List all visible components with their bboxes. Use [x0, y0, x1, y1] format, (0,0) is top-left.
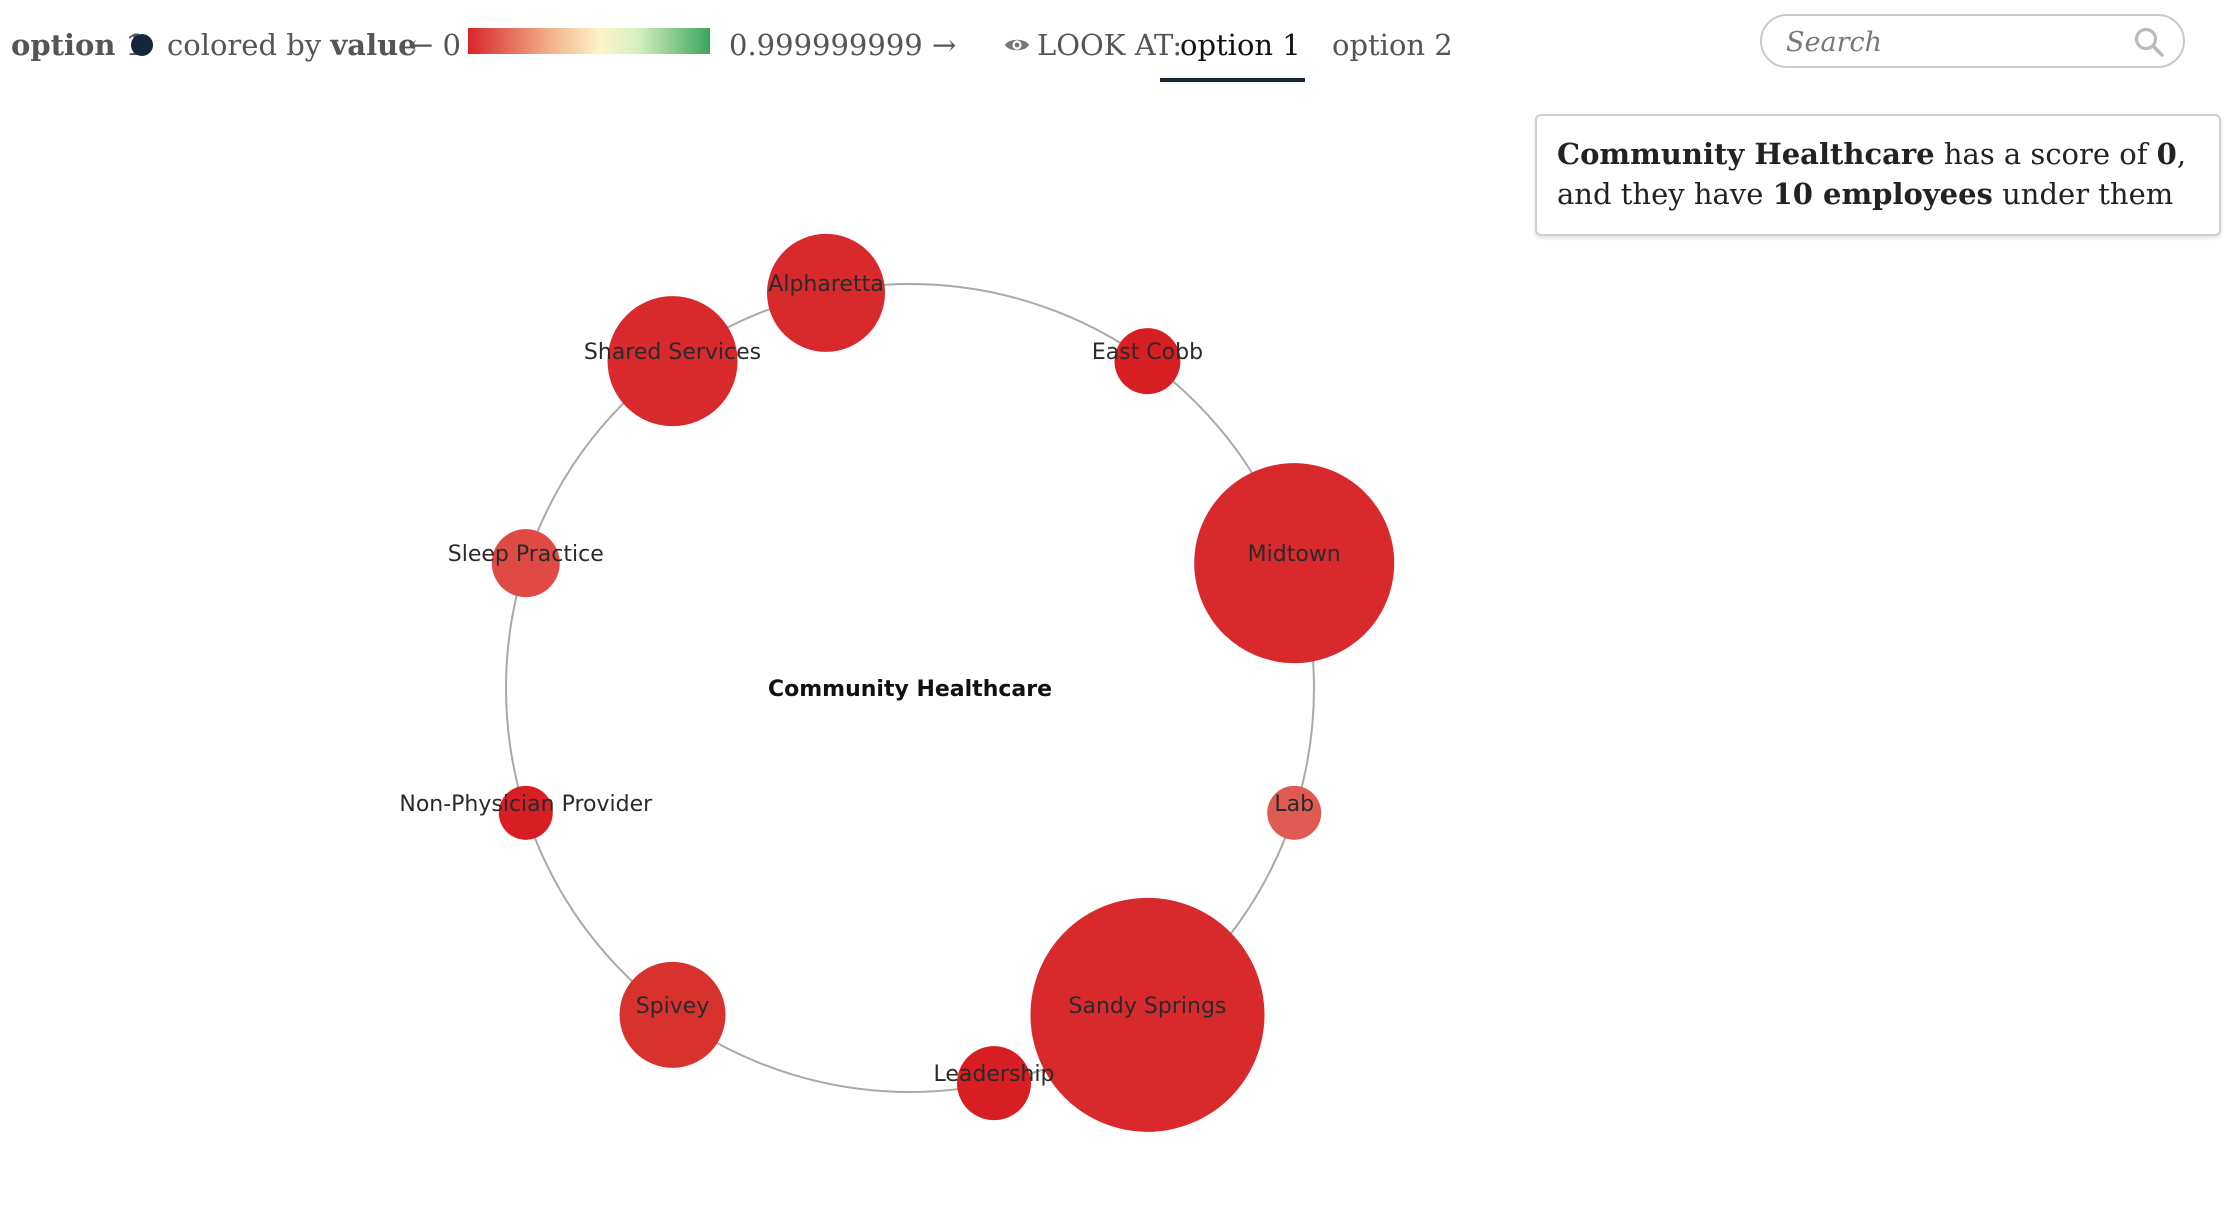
tooltip-name: Community Healthcare [1557, 137, 1935, 171]
node-circle[interactable] [1267, 785, 1322, 840]
graph-node-midtown[interactable]: Midtown [1194, 463, 1395, 664]
graph-node-sandy-springs[interactable]: Sandy Springs [1030, 897, 1265, 1132]
tab-option-2[interactable]: option 2 [1332, 28, 1453, 62]
eye-icon [1005, 39, 1029, 51]
colored-by-field: value [330, 28, 417, 62]
info-tooltip: Community Healthcare has a score of 0, a… [1535, 114, 2221, 236]
tooltip-text-2: , and they have [1557, 137, 2187, 211]
legend-dot-icon [131, 34, 153, 56]
tooltip-text-1: has a score of [1934, 137, 2157, 171]
graph-node-leadership[interactable]: Leadership [934, 1046, 1055, 1121]
graph-nodes: Shared Services Alpharetta East Cobb Midtow… [399, 233, 1395, 1132]
color-scale-bar [468, 28, 710, 54]
graph-node-spivey[interactable]: Spivey [619, 961, 726, 1068]
org-circle-graph: Shared Services Alpharetta East Cobb Midtow… [399, 233, 1395, 1132]
look-at-label: LOOK AT: [1037, 28, 1183, 62]
colored-by-label: colored by value [167, 28, 417, 62]
scale-max-label: 0.999999999 → [729, 28, 957, 62]
tooltip-text-3: under them [1992, 177, 2174, 211]
node-label: East Cobb [1092, 340, 1203, 365]
search-box[interactable] [1760, 14, 2185, 68]
node-circle[interactable] [607, 296, 738, 427]
search-icon[interactable] [2133, 26, 2165, 58]
graph-node-sleep-practice[interactable]: Sleep Practice [448, 529, 604, 598]
graph-ring [505, 283, 1315, 1093]
node-circle[interactable] [1194, 463, 1395, 664]
node-circle[interactable] [1030, 897, 1265, 1132]
node-circle[interactable] [498, 785, 553, 840]
graph-node-lab[interactable]: Lab [1267, 785, 1322, 840]
node-label: Spivey [636, 994, 710, 1019]
series-label: option 1 [11, 28, 146, 62]
graph-center-label: Community Healthcare [768, 677, 1052, 702]
node-label: Non-Physician Provider [399, 792, 653, 817]
node-circle[interactable] [956, 1046, 1031, 1121]
node-label: Sandy Springs [1069, 994, 1227, 1019]
node-circle[interactable] [767, 233, 886, 352]
graph-node-alpharetta[interactable]: Alpharetta [767, 233, 886, 352]
node-label: Alpharetta [768, 272, 883, 297]
top-bar: option 1 colored by value ← 0 0.99999999… [0, 0, 1480, 86]
graph-node-non-physician-provider[interactable]: Non-Physician Provider [399, 785, 653, 840]
active-tab-underline [1160, 78, 1305, 82]
node-label: Leadership [934, 1062, 1055, 1087]
graph-node-shared-services[interactable]: Shared Services [584, 296, 761, 427]
search-input[interactable] [1784, 24, 2118, 60]
node-circle[interactable] [1114, 328, 1181, 395]
tooltip-score: 0 [2156, 137, 2177, 171]
tooltip-employees: 10 employees [1772, 177, 1993, 211]
node-label: Midtown [1248, 542, 1341, 567]
scale-min-label: ← 0 [409, 28, 461, 62]
node-circle[interactable] [491, 529, 560, 598]
node-label: Shared Services [584, 340, 761, 365]
node-circle[interactable] [619, 961, 726, 1068]
colored-by-prefix: colored by [167, 28, 322, 62]
node-label: Lab [1274, 792, 1314, 817]
tab-option-1[interactable]: option 1 [1180, 28, 1301, 62]
node-label: Sleep Practice [448, 542, 604, 567]
graph-node-east-cobb[interactable]: East Cobb [1092, 328, 1203, 395]
